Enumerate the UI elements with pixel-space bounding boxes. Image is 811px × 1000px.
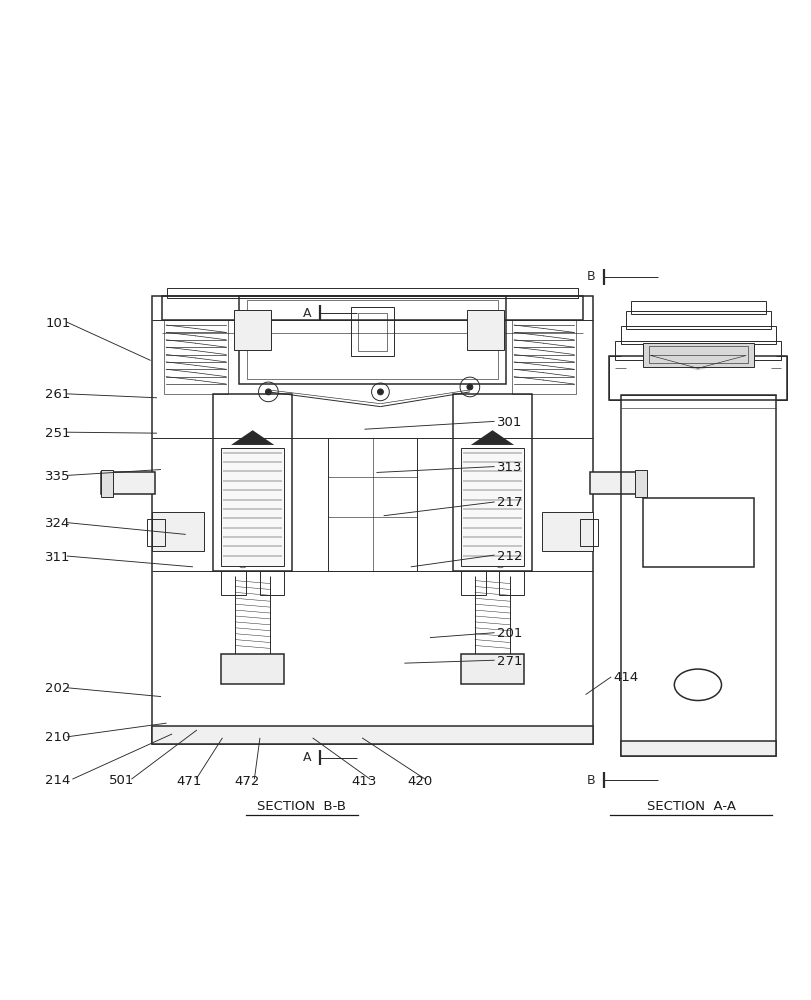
Bar	[453, 394, 531, 571]
Bar	[620, 395, 775, 756]
Bar	[642, 343, 753, 367]
Bar	[630, 301, 765, 314]
Text: 472: 472	[234, 775, 260, 788]
Bar	[101, 472, 155, 494]
Bar	[358, 313, 387, 351]
Text: 311: 311	[45, 551, 71, 564]
Bar	[466, 310, 504, 350]
Text: SECTION  B-B: SECTION B-B	[257, 800, 345, 813]
Text: 335: 335	[45, 470, 71, 483]
Bar	[512, 320, 575, 394]
Bar	[213, 394, 292, 571]
Text: 420: 420	[407, 775, 432, 788]
Text: 212: 212	[496, 550, 521, 563]
Bar	[648, 346, 747, 363]
Bar	[221, 448, 284, 566]
Bar	[461, 571, 485, 595]
Bar	[221, 654, 284, 684]
Text: 301: 301	[496, 416, 521, 429]
Text: 501: 501	[109, 774, 135, 787]
Text: 101: 101	[45, 317, 71, 330]
Text: B: B	[586, 774, 595, 787]
Text: 202: 202	[45, 682, 71, 695]
Bar	[634, 470, 646, 497]
Text: 210: 210	[45, 731, 71, 744]
Text: 251: 251	[45, 427, 71, 440]
Bar	[238, 296, 505, 384]
Bar	[167, 288, 577, 298]
Text: 214: 214	[45, 774, 71, 787]
Text: B: B	[586, 270, 595, 283]
Text: 414: 414	[613, 671, 638, 684]
Text: 271: 271	[496, 655, 521, 668]
Bar	[625, 311, 770, 329]
Polygon shape	[231, 430, 274, 445]
Bar	[328, 438, 416, 571]
Bar	[589, 472, 643, 494]
Bar	[234, 310, 271, 350]
Bar	[499, 571, 523, 595]
Bar	[620, 326, 775, 344]
Bar	[152, 296, 592, 744]
Text: 217: 217	[496, 496, 521, 509]
Text: A: A	[303, 751, 311, 764]
Bar	[152, 726, 592, 744]
Bar	[579, 519, 597, 546]
Text: 413: 413	[351, 775, 376, 788]
Bar	[247, 300, 498, 379]
Bar	[461, 448, 523, 566]
Bar	[615, 341, 780, 360]
Text: SECTION  A-A: SECTION A-A	[646, 800, 735, 813]
Polygon shape	[648, 356, 747, 370]
Text: 201: 201	[496, 627, 521, 640]
Text: 471: 471	[176, 775, 201, 788]
Circle shape	[466, 384, 472, 390]
Text: 324: 324	[45, 517, 71, 530]
Bar	[461, 654, 523, 684]
Text: A: A	[303, 307, 311, 320]
Bar	[162, 296, 582, 320]
Circle shape	[377, 389, 383, 395]
Bar	[609, 356, 787, 400]
Text: 261: 261	[45, 388, 71, 401]
Circle shape	[265, 389, 271, 395]
Bar	[221, 571, 246, 595]
Bar	[620, 741, 775, 756]
Bar	[260, 571, 284, 595]
Bar	[152, 512, 204, 551]
Text: 313: 313	[496, 461, 521, 474]
Bar	[541, 512, 592, 551]
Polygon shape	[470, 430, 513, 445]
Bar	[642, 498, 753, 567]
Bar	[350, 307, 393, 356]
Bar	[164, 320, 228, 394]
Bar	[101, 470, 113, 497]
Bar	[148, 519, 165, 546]
